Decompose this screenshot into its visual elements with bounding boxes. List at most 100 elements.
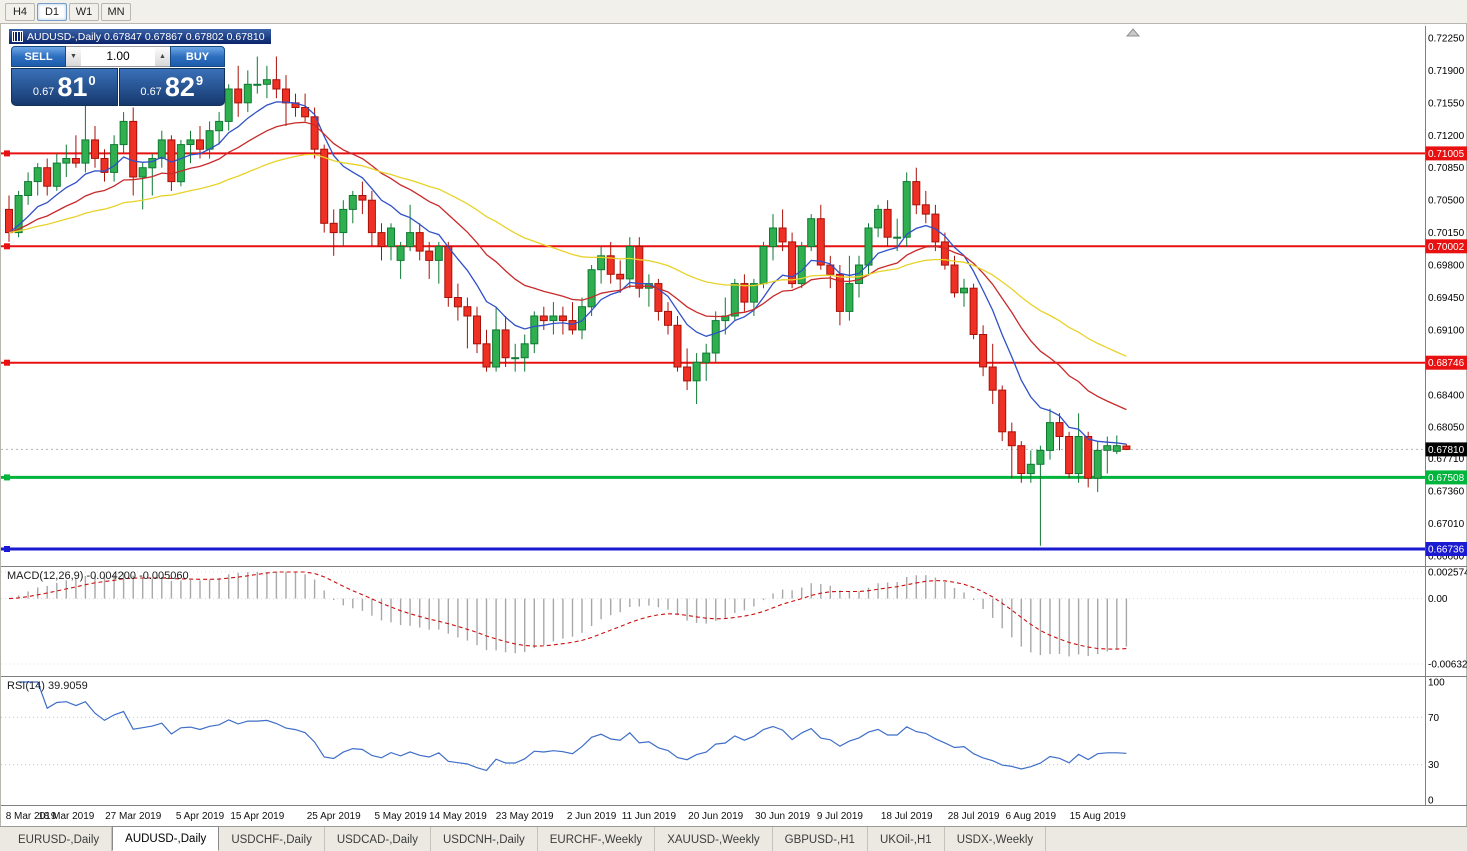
sell-button[interactable]: SELL [11, 46, 66, 67]
buy-price-prefix: 0.67 [140, 86, 162, 98]
buy-price-pip-digit: 9 [195, 72, 204, 88]
sell-price-big-digits: 81 [57, 71, 88, 102]
macd-indicator-panel[interactable]: 0.002574 0.00 -0.006326 [1, 566, 1467, 676]
svg-text:0.71900: 0.71900 [1428, 66, 1465, 77]
chart-tab-ukoil-h1[interactable]: UKOil-,H1 [868, 827, 945, 851]
rsi-axis-labels: 100 70 30 0 [1428, 678, 1445, 807]
svg-text:6 Aug 2019: 6 Aug 2019 [1005, 811, 1056, 822]
timeframe-button-h4[interactable]: H4 [5, 2, 35, 21]
svg-text:28 Jul 2019: 28 Jul 2019 [948, 811, 1000, 822]
svg-text:0.67508: 0.67508 [1428, 473, 1465, 484]
svg-text:0.00: 0.00 [1428, 594, 1448, 605]
rsi-line [18, 681, 1127, 772]
chart-tab-eurusd-daily[interactable]: EURUSD-,Daily [6, 827, 113, 851]
chart-tab-usdx-weekly[interactable]: USDX-,Weekly [945, 827, 1047, 851]
svg-text:0.68746: 0.68746 [1428, 358, 1465, 369]
svg-text:0.67360: 0.67360 [1428, 487, 1465, 498]
svg-text:5 May 2019: 5 May 2019 [374, 811, 427, 822]
chart-icon [12, 31, 23, 42]
svg-text:0.67810: 0.67810 [1428, 445, 1465, 456]
macd-histogram [17, 572, 1128, 657]
timeframe-button-w1[interactable]: W1 [69, 2, 99, 21]
price-axis-labels: 0.72250 0.71900 0.71550 0.71200 0.70850 0.705… [1428, 34, 1465, 563]
sell-price-prefix: 0.67 [32, 86, 55, 98]
chart-tab-usdcnh-daily[interactable]: USDCNH-,Daily [431, 827, 538, 851]
timeframe-button-mn[interactable]: MN [101, 2, 131, 21]
svg-text:18 Mar 2019: 18 Mar 2019 [38, 811, 95, 822]
rsi-label: RSI(14) 39.9059 [7, 680, 88, 692]
svg-text:0.70150: 0.70150 [1428, 228, 1465, 239]
chart-tab-eurchf-weekly[interactable]: EURCHF-,Weekly [538, 827, 656, 851]
chart-title-bar[interactable]: AUDUSD-,Daily 0.67847 0.67867 0.67802 0.… [9, 29, 271, 44]
svg-text:9 Jul 2019: 9 Jul 2019 [817, 811, 864, 822]
svg-text:-0.006326: -0.006326 [1428, 660, 1467, 671]
svg-text:0.69100: 0.69100 [1428, 325, 1465, 336]
buy-price-big-digits: 82 [164, 71, 195, 102]
sell-price-pip-digit: 0 [88, 72, 96, 88]
svg-text:0.71550: 0.71550 [1428, 98, 1465, 109]
svg-text:0: 0 [1428, 796, 1434, 807]
timeframe-toolbar: H4 D1 W1 MN [0, 0, 1467, 24]
chart-tab-xauusd-weekly[interactable]: XAUUSD-,Weekly [655, 827, 773, 851]
svg-text:0.69800: 0.69800 [1428, 261, 1465, 272]
volume-input[interactable]: 1.00 [81, 46, 155, 67]
chart-window: AUDUSD-,Daily 0.67847 0.67867 0.67802 0.… [0, 24, 1467, 826]
chart-shift-icon [1125, 28, 1141, 37]
sell-price-display[interactable]: 0.67 81 0 [11, 68, 118, 106]
svg-text:20 Jun 2019: 20 Jun 2019 [688, 811, 743, 822]
svg-text:15 Aug 2019: 15 Aug 2019 [1070, 811, 1127, 822]
date-axis[interactable]: 8 Mar 2019 18 Mar 2019 27 Mar 2019 5 Apr 20… [1, 806, 1467, 826]
chart-tab-usdcad-daily[interactable]: USDCAD-,Daily [325, 827, 431, 851]
rsi-indicator-panel[interactable]: 100 70 30 0 [1, 676, 1467, 806]
svg-text:70: 70 [1428, 713, 1440, 724]
svg-text:0.002574: 0.002574 [1428, 568, 1467, 579]
svg-text:0.69450: 0.69450 [1428, 293, 1465, 304]
svg-text:30: 30 [1428, 760, 1440, 771]
svg-text:14 May 2019: 14 May 2019 [429, 811, 487, 822]
ma-lines-group [8, 101, 1127, 445]
svg-text:25 Apr 2019: 25 Apr 2019 [307, 811, 361, 822]
svg-text:27 Mar 2019: 27 Mar 2019 [105, 811, 162, 822]
chart-tab-gbpusd-h1[interactable]: GBPUSD-,H1 [773, 827, 868, 851]
svg-text:0.71005: 0.71005 [1428, 149, 1465, 160]
volume-increase-button[interactable]: ▲ [155, 46, 170, 67]
svg-text:0.70002: 0.70002 [1428, 242, 1465, 253]
macd-svg: 0.002574 0.00 -0.006326 [1, 566, 1467, 676]
chart-tabs-bar: EURUSD-,Daily AUDUSD-,Daily USDCHF-,Daily U… [0, 826, 1467, 851]
svg-text:0.67010: 0.67010 [1428, 519, 1465, 530]
svg-text:0.68400: 0.68400 [1428, 390, 1465, 401]
one-click-trading-panel: SELL ▼ 1.00 ▲ BUY 0.67 81 0 0.67 82 9 [11, 46, 225, 106]
svg-text:8 Mar 2019: 8 Mar 2019 [6, 811, 57, 822]
price-tags-group: 0.71005 0.70002 0.68746 0.67508 0.66736 0.678… [1425, 146, 1467, 556]
candles-group [5, 56, 1131, 546]
timeframe-button-d1[interactable]: D1 [37, 2, 67, 21]
buy-price-display[interactable]: 0.67 82 9 [118, 68, 225, 106]
svg-text:0.66736: 0.66736 [1428, 545, 1465, 556]
svg-text:30 Jun 2019: 30 Jun 2019 [755, 811, 810, 822]
svg-text:0.70850: 0.70850 [1428, 163, 1465, 174]
svg-text:11 Jun 2019: 11 Jun 2019 [622, 811, 677, 822]
svg-text:15 Apr 2019: 15 Apr 2019 [230, 811, 284, 822]
chart-tab-audusd-daily[interactable]: AUDUSD-,Daily [112, 826, 220, 851]
main-price-chart[interactable]: 0.72250 0.71900 0.71550 0.71200 0.70850 0.705… [1, 26, 1467, 566]
svg-text:0.66660: 0.66660 [1428, 552, 1465, 563]
svg-text:0.68050: 0.68050 [1428, 423, 1465, 434]
svg-text:0.70500: 0.70500 [1428, 196, 1465, 207]
svg-text:23 May 2019: 23 May 2019 [496, 811, 554, 822]
chart-tab-usdchf-daily[interactable]: USDCHF-,Daily [219, 827, 325, 851]
svg-text:0.72250: 0.72250 [1428, 34, 1465, 45]
rsi-svg: 100 70 30 0 [1, 676, 1467, 806]
macd-signal-line [8, 571, 1127, 650]
svg-text:0.67710: 0.67710 [1428, 454, 1465, 465]
horizontal-lines-group [1, 150, 1425, 552]
chart-title-text: AUDUSD-,Daily 0.67847 0.67867 0.67802 0.… [27, 30, 265, 43]
svg-text:5 Apr 2019: 5 Apr 2019 [176, 811, 225, 822]
volume-decrease-button[interactable]: ▼ [66, 46, 81, 67]
svg-text:18 Jul 2019: 18 Jul 2019 [881, 811, 933, 822]
svg-text:100: 100 [1428, 678, 1445, 689]
candlestick-chart-svg: 0.72250 0.71900 0.71550 0.71200 0.70850 0.705… [1, 26, 1467, 566]
svg-text:2 Jun 2019: 2 Jun 2019 [567, 811, 617, 822]
buy-button[interactable]: BUY [170, 46, 225, 67]
